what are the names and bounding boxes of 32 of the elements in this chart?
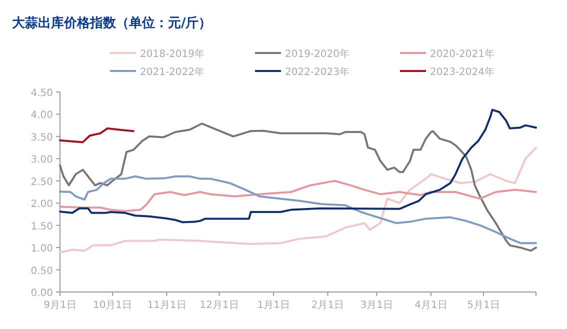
legend-item: 2019-2020年 — [255, 49, 350, 60]
y-tick-label: 1.50 — [30, 221, 53, 232]
x-tick-label: 9月1日 — [44, 300, 76, 311]
legend-item: 2018-2019年 — [110, 49, 205, 60]
legend-label: 2019-2020年 — [285, 48, 350, 60]
y-tick-label: 2.50 — [30, 176, 53, 188]
y-tick-label: 0.00 — [30, 288, 53, 299]
legend-label: 2021-2022年 — [140, 66, 205, 78]
y-tick-label: 1.00 — [30, 244, 53, 255]
legend-label: 2018-2019年 — [140, 48, 205, 60]
x-tick-label: 1月1日 — [257, 300, 290, 311]
x-tick-label: 10月1日 — [92, 300, 132, 311]
x-tick-label: 11月1日 — [147, 300, 186, 311]
legend-item: 2023-2024年 — [400, 67, 495, 78]
legend-label: 2022-2023年 — [285, 66, 350, 78]
chart-title: 大蒜出库价格指数（单位：元/斤） — [12, 15, 212, 31]
x-tick-label: 2月1日 — [311, 300, 344, 311]
y-tick-label: 2.00 — [30, 199, 53, 210]
x-tick-label: 3月1日 — [360, 300, 394, 311]
y-tick-label: 0.50 — [30, 266, 53, 277]
y-tick-label: 3.00 — [30, 154, 53, 166]
y-tick-label: 3.50 — [30, 132, 53, 144]
x-tick-label: 12月1日 — [200, 300, 239, 311]
legend-item: 2021-2022年 — [110, 67, 205, 78]
y-tick-label: 4.50 — [30, 88, 53, 99]
legend-item: 2022-2023年 — [255, 67, 350, 78]
legend-label: 2023-2024年 — [430, 66, 495, 78]
x-tick-label: 4月1日 — [414, 300, 448, 311]
legend-item: 2020-2021年 — [400, 49, 495, 60]
legend-label: 2020-2021年 — [430, 48, 495, 60]
x-tick-label: 5月1日 — [467, 300, 500, 311]
y-tick-label: 4.00 — [30, 110, 53, 122]
